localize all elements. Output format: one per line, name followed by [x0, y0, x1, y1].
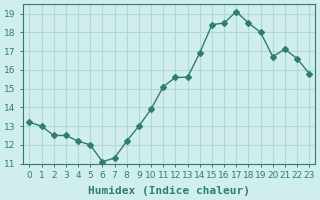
X-axis label: Humidex (Indice chaleur): Humidex (Indice chaleur) — [88, 186, 250, 196]
